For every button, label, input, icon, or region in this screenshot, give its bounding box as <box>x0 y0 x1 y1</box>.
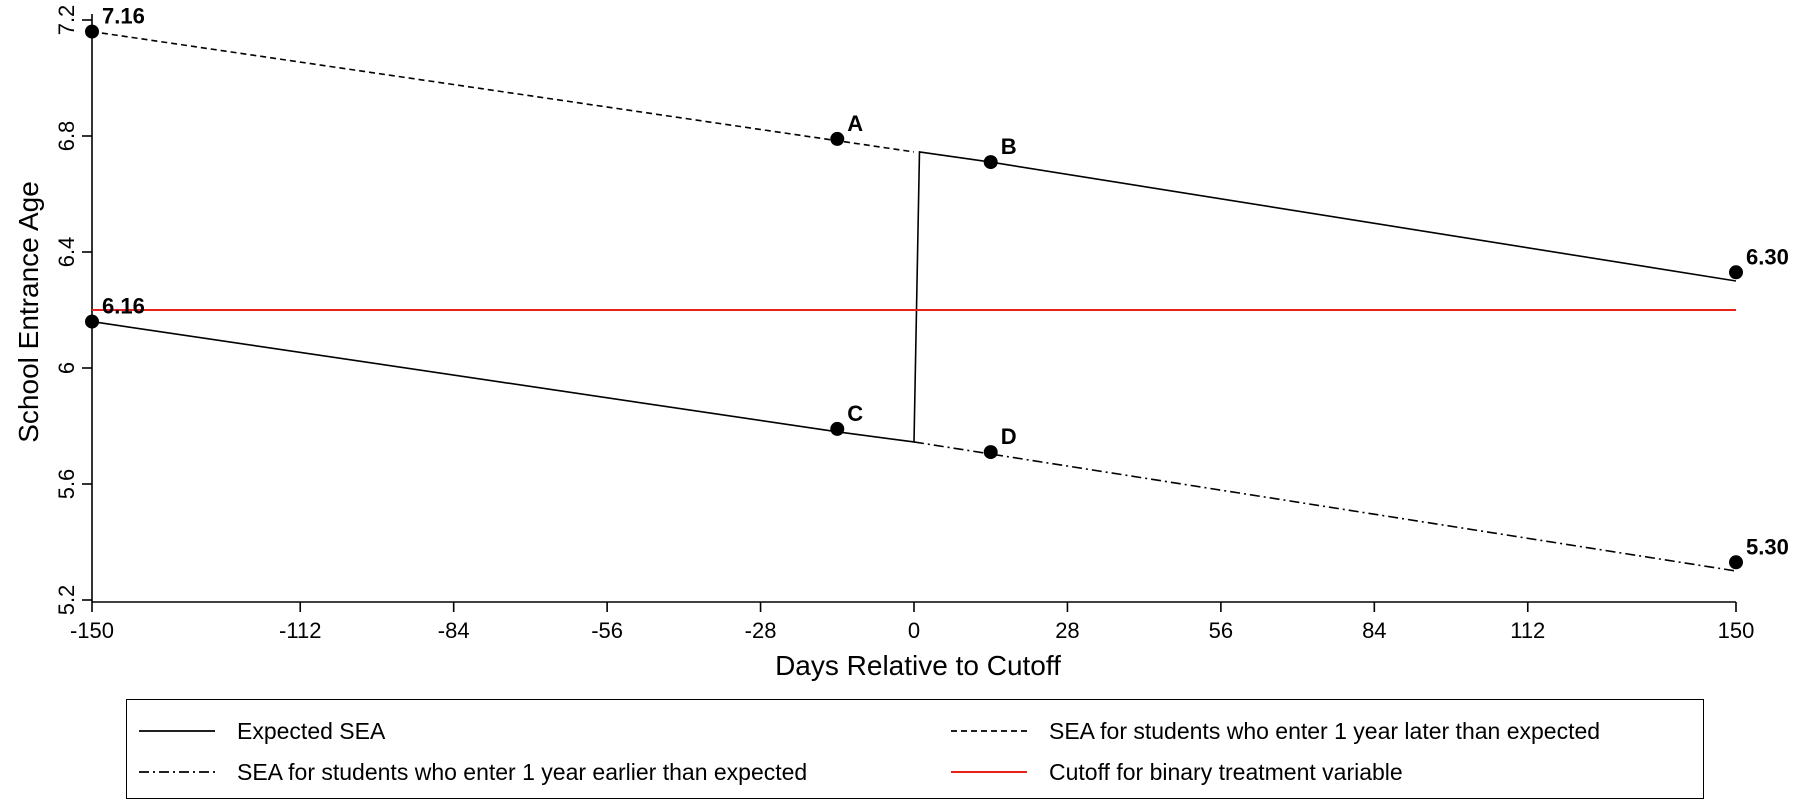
x-tick-label: 56 <box>1209 618 1233 643</box>
point-label: D <box>1001 424 1017 449</box>
series-line-2 <box>913 441 1737 572</box>
legend-swatch-red <box>951 771 1027 773</box>
y-tick-label: 7.2 <box>54 5 79 36</box>
point-label: 6.30 <box>1746 244 1789 269</box>
legend-label: Expected SEA <box>237 717 386 744</box>
series-line-0 <box>91 151 1737 443</box>
y-axis-title: School Entrance Age <box>13 181 44 443</box>
data-point-5-30 <box>1729 555 1743 570</box>
y-tick-label: 5.2 <box>54 585 79 616</box>
y-tick-label: 6 <box>54 362 79 374</box>
legend-item-expected-sea: Expected SEA <box>139 716 385 746</box>
x-axis-title: Days Relative to Cutoff <box>775 650 1061 681</box>
data-point-d <box>983 445 998 460</box>
point-label: 6.16 <box>102 294 145 319</box>
series-line-1 <box>91 30 915 153</box>
legend: Expected SEA SEA for students who enter … <box>126 699 1704 799</box>
chart-plot: -150 -112 -84 -56 -28 0 28 56 84 112 150 5.2 5.6 6 6.4… <box>13 4 1789 681</box>
point-label: A <box>847 111 863 136</box>
point-label: C <box>847 401 863 426</box>
point-label: 7.16 <box>102 4 145 29</box>
x-tick-label: -28 <box>745 618 777 643</box>
legend-label: SEA for students who enter 1 year later … <box>1049 717 1601 744</box>
legend-label: SEA for students who enter 1 year earlie… <box>237 758 808 785</box>
legend-swatch-dashed <box>951 730 1027 732</box>
x-tick-label: 0 <box>908 618 920 643</box>
data-point-b <box>983 155 998 170</box>
data-point-7-16 <box>85 24 99 39</box>
point-label: B <box>1001 134 1017 159</box>
y-tick-label: 5.6 <box>54 469 79 500</box>
legend-item-earlier-entry: SEA for students who enter 1 year earlie… <box>139 757 807 787</box>
legend-item-later-entry: SEA for students who enter 1 year later … <box>951 716 1600 746</box>
data-point-c <box>830 421 845 436</box>
x-tick-label: -150 <box>70 618 114 643</box>
legend-swatch-dashdot <box>139 771 215 773</box>
x-tick-label: 28 <box>1055 618 1079 643</box>
data-point-a <box>830 131 845 146</box>
x-tick-label: 150 <box>1718 618 1755 643</box>
x-tick-label: 84 <box>1362 618 1386 643</box>
data-point-6-16 <box>85 314 99 329</box>
x-tick-label: -84 <box>438 618 470 643</box>
y-tick-label: 6.4 <box>54 237 79 268</box>
y-tick-label: 6.8 <box>54 121 79 152</box>
x-tick-label: -56 <box>591 618 623 643</box>
data-point-6-30 <box>1729 265 1743 280</box>
point-label: 5.30 <box>1746 534 1789 559</box>
legend-swatch-solid <box>139 730 215 732</box>
legend-label: Cutoff for binary treatment variable <box>1049 758 1403 785</box>
legend-item-cutoff: Cutoff for binary treatment variable <box>951 757 1403 787</box>
x-tick-label: -112 <box>279 618 321 643</box>
x-tick-label: 112 <box>1510 618 1545 643</box>
